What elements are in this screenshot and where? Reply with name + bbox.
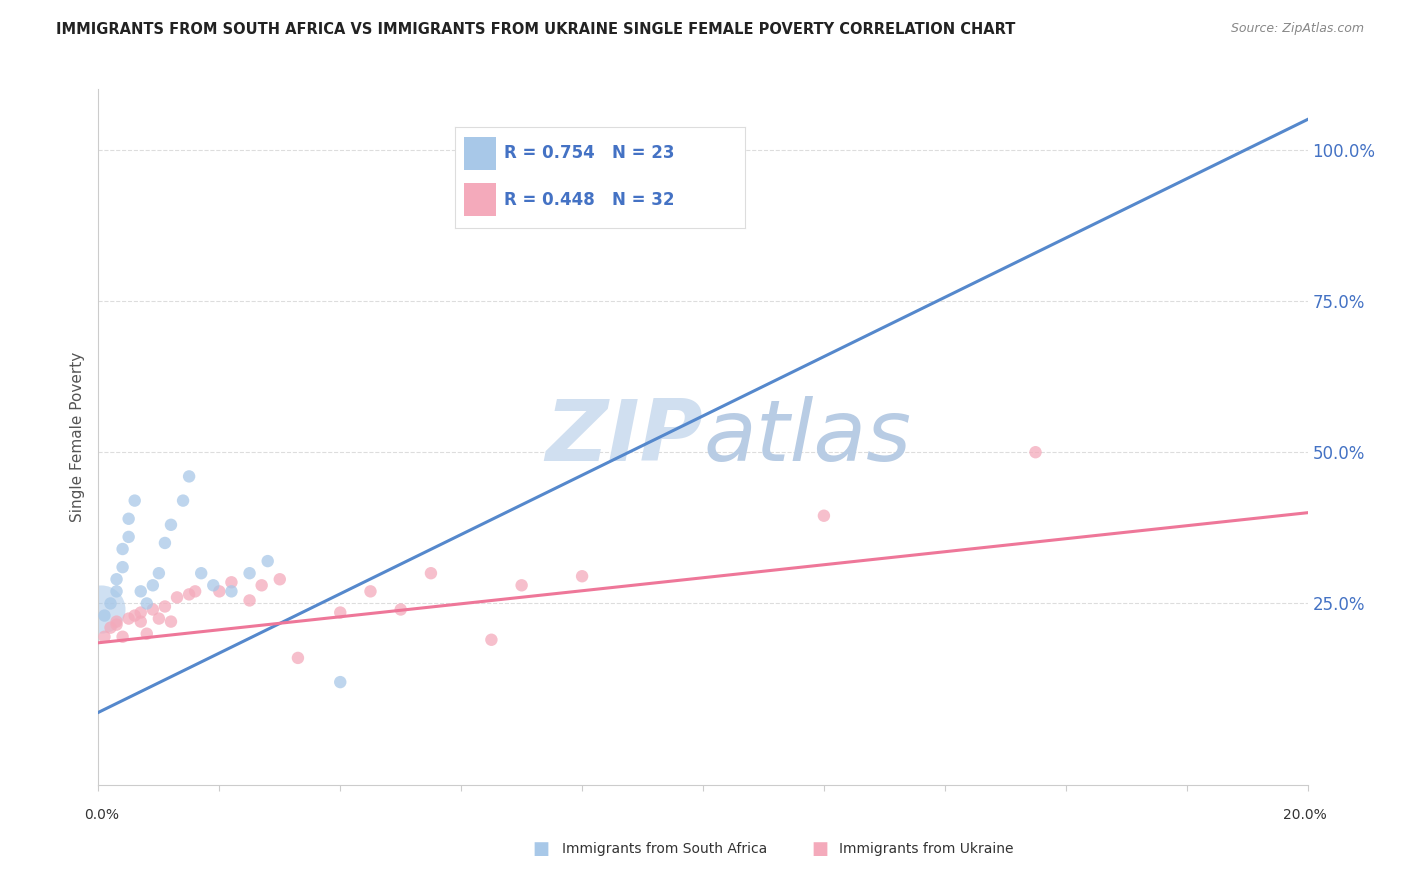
Point: [239, 566, 262, 581]
Point: [105, 572, 128, 586]
Text: ZIP: ZIP: [546, 395, 703, 479]
Point: [93, 630, 115, 644]
Point: [160, 615, 183, 629]
Point: [135, 626, 157, 640]
Point: [221, 575, 243, 590]
Point: [153, 536, 176, 550]
Point: [221, 584, 243, 599]
Point: [142, 602, 165, 616]
Point: [135, 597, 157, 611]
Point: [148, 566, 170, 581]
Point: [287, 651, 309, 665]
Point: [202, 578, 225, 592]
Point: [105, 617, 128, 632]
Point: [184, 584, 207, 599]
Point: [510, 578, 533, 592]
Point: [269, 572, 291, 586]
Point: [111, 630, 134, 644]
Point: [179, 587, 201, 601]
Point: [142, 578, 165, 592]
Point: [129, 606, 152, 620]
Y-axis label: Single Female Poverty: Single Female Poverty: [69, 352, 84, 522]
Point: [256, 554, 278, 568]
Point: [250, 578, 273, 592]
Point: [129, 615, 152, 629]
Point: [90, 602, 112, 616]
Text: 20.0%: 20.0%: [1282, 808, 1327, 822]
Point: [179, 469, 201, 483]
Point: [1024, 445, 1046, 459]
Point: [329, 606, 352, 620]
Point: [389, 602, 412, 616]
Point: [93, 608, 115, 623]
Point: [100, 597, 122, 611]
Point: [129, 584, 152, 599]
Point: [813, 508, 835, 523]
Point: [571, 569, 593, 583]
Text: Source: ZipAtlas.com: Source: ZipAtlas.com: [1230, 22, 1364, 36]
Text: atlas: atlas: [703, 395, 911, 479]
Point: [105, 615, 128, 629]
Point: [100, 621, 122, 635]
Text: IMMIGRANTS FROM SOUTH AFRICA VS IMMIGRANTS FROM UKRAINE SINGLE FEMALE POVERTY CO: IMMIGRANTS FROM SOUTH AFRICA VS IMMIGRAN…: [56, 22, 1015, 37]
Text: Immigrants from South Africa: Immigrants from South Africa: [562, 842, 768, 856]
Text: ■: ■: [533, 840, 550, 858]
Point: [118, 530, 141, 544]
Point: [360, 584, 382, 599]
Point: [190, 566, 212, 581]
Point: [124, 493, 146, 508]
Point: [481, 632, 503, 647]
Point: [239, 593, 262, 607]
Point: [420, 566, 443, 581]
Text: ■: ■: [811, 840, 828, 858]
Point: [118, 512, 141, 526]
Point: [166, 591, 188, 605]
Point: [148, 611, 170, 625]
Point: [172, 493, 194, 508]
Point: [124, 608, 146, 623]
Point: [153, 599, 176, 614]
Point: [111, 541, 134, 556]
Point: [118, 611, 141, 625]
Point: [105, 584, 128, 599]
Point: [160, 517, 183, 532]
Text: 0.0%: 0.0%: [84, 808, 118, 822]
Point: [329, 675, 352, 690]
Point: [111, 560, 134, 574]
Point: [208, 584, 231, 599]
Text: Immigrants from Ukraine: Immigrants from Ukraine: [839, 842, 1014, 856]
